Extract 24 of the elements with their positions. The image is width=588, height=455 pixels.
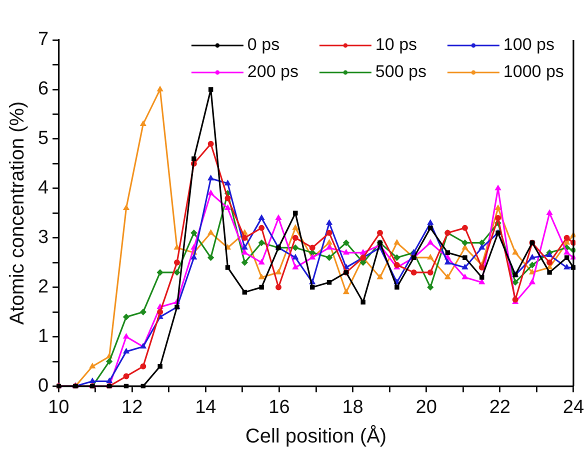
x-tick-label: 12: [122, 396, 143, 418]
x-tick-label: 16: [268, 396, 290, 418]
x-axis-title: Cell position (Å): [245, 424, 387, 448]
legend-label: 1000 ps: [503, 62, 564, 82]
y-tick-label: 4: [38, 178, 49, 199]
y-tick-label: 3: [38, 227, 49, 248]
legend-label: 200 ps: [247, 62, 298, 82]
y-axis-title: Atomic concentration (%): [6, 101, 29, 325]
x-tick-label: 20: [416, 396, 437, 418]
x-tick-label: 24: [562, 396, 584, 418]
y-tick-label: 0: [38, 375, 49, 396]
x-tick-label: 22: [489, 396, 510, 418]
y-tick-label: 5: [38, 128, 49, 150]
legend-label: 0 ps: [247, 35, 280, 54]
legend-label: 10 ps: [375, 35, 418, 54]
y-tick-label: 1: [38, 326, 49, 347]
legend-label: 500 ps: [375, 62, 426, 82]
x-tick-label: 10: [48, 396, 70, 418]
y-tick-label: 2: [38, 276, 49, 298]
legend-label: 100 ps: [503, 35, 554, 54]
y-tick-label: 6: [38, 78, 49, 100]
x-tick-label: 18: [342, 396, 364, 418]
x-tick-label: 14: [195, 396, 217, 418]
y-tick-label: 7: [38, 29, 49, 50]
